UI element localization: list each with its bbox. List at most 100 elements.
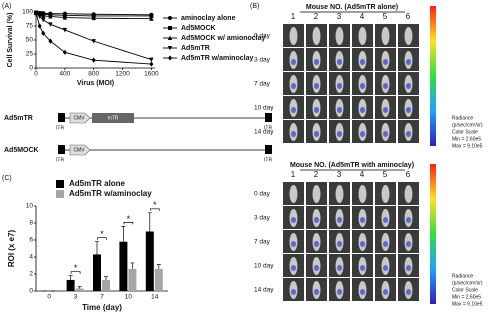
- signal: [291, 131, 296, 137]
- legend-label: Ad5mTR alone: [69, 179, 126, 188]
- itr-box: [58, 145, 65, 154]
- group-title: Mouse NO. (Ad5mTR with aminoclay): [290, 162, 414, 169]
- signal: [406, 131, 411, 137]
- error-bar: [104, 276, 108, 280]
- bar: [66, 279, 75, 291]
- mouse-body: [358, 27, 367, 45]
- marker: [167, 35, 173, 40]
- construct-ad5mock: Ad5MOCK ITR CMV ITR: [4, 144, 272, 163]
- series-line: [35, 12, 152, 65]
- signal: [360, 289, 365, 295]
- signal: [337, 265, 342, 271]
- mouse-body: [289, 185, 298, 203]
- marker: [41, 30, 46, 36]
- itr-label: ITR: [264, 157, 272, 163]
- row-label: 14 day: [254, 287, 274, 294]
- signal: [337, 241, 342, 247]
- signal: [291, 59, 296, 65]
- mouse-body: [404, 27, 413, 45]
- signal: [383, 265, 388, 271]
- signal: [314, 241, 319, 247]
- mouse-body: [381, 185, 390, 203]
- panel-label: (B): [250, 3, 259, 10]
- significance-mark: *: [74, 263, 78, 273]
- colorbar-text: Max = 9.10e5: [452, 301, 483, 307]
- construct-name: Ad5MOCK: [4, 147, 39, 154]
- colorbar-text: Min = 2.60e5: [452, 136, 481, 142]
- signal: [406, 241, 411, 247]
- bar: [119, 241, 128, 291]
- legend-swatch: [56, 190, 64, 198]
- y-tick-label: 2: [29, 271, 33, 278]
- significance-mark: *: [100, 229, 104, 239]
- signal: [406, 265, 411, 271]
- signal: [337, 83, 342, 89]
- promoter-label: CMV: [73, 147, 85, 153]
- marker: [149, 61, 154, 67]
- marker: [91, 15, 96, 21]
- y-axis-label: Cell Survival (%): [7, 13, 14, 68]
- y-tick-label: 4: [29, 254, 33, 261]
- significance-bracket: [123, 222, 134, 225]
- legend-label: Ad5mTR: [181, 45, 210, 52]
- signal: [383, 107, 388, 113]
- signal: [383, 131, 388, 137]
- y-tick-label: 0: [29, 288, 33, 295]
- colorbar-text: Radiance: [452, 115, 473, 121]
- row-label: 10 day: [254, 105, 274, 112]
- column-label: 2: [314, 170, 319, 179]
- significance-mark: *: [153, 200, 157, 210]
- column-label: 4: [360, 170, 365, 179]
- marker: [62, 15, 68, 20]
- column-label: 5: [383, 170, 388, 179]
- x-tick-label: 0: [34, 71, 38, 78]
- mouse-body: [381, 27, 390, 45]
- legend-label: aminoclay alone: [181, 15, 236, 22]
- column-label: 5: [383, 12, 388, 21]
- x-tick-label: 1600: [144, 71, 159, 78]
- signal: [314, 289, 319, 295]
- mouse-body: [335, 27, 344, 45]
- x-axis-label: Virus (MOI): [77, 80, 114, 87]
- y-tick-label: 10: [26, 203, 34, 210]
- marker: [48, 14, 53, 19]
- y-tick-label: 100: [22, 9, 33, 16]
- x-tick-label: 1200: [115, 71, 130, 78]
- group-title: Mouse NO. (Ad5mTR alone): [306, 4, 398, 11]
- legend-label: Ad5MOCK w/ amionoclay: [181, 35, 266, 42]
- x-tick-label: 400: [59, 71, 70, 78]
- marker: [149, 16, 154, 21]
- mouse-body: [358, 185, 367, 203]
- marker: [168, 16, 172, 20]
- column-label: 3: [337, 12, 342, 21]
- x-axis-label: Time (day): [82, 303, 122, 312]
- marker: [167, 46, 173, 51]
- marker: [168, 26, 172, 30]
- y-tick-label: 25: [26, 51, 34, 58]
- signal: [314, 59, 319, 65]
- signal: [291, 265, 296, 271]
- y-tick-label: 0: [29, 65, 33, 72]
- promoter-arrow: [69, 112, 91, 124]
- x-tick-label: 10: [125, 294, 133, 301]
- itr-box: [265, 113, 272, 122]
- marker: [62, 27, 68, 33]
- row-label: 7 day: [254, 81, 271, 88]
- signal: [360, 59, 365, 65]
- legend-swatch: [56, 180, 64, 188]
- gene-box: [92, 113, 134, 123]
- signal: [406, 107, 411, 113]
- signal: [314, 107, 319, 113]
- marker: [37, 23, 42, 29]
- column-label: 6: [406, 12, 411, 21]
- colorbar-text: Min = 2.60e5: [452, 294, 481, 300]
- promoter-arrow: [69, 144, 91, 156]
- signal: [360, 217, 365, 223]
- promoter-label: CMV: [73, 115, 85, 121]
- x-tick-label: 14: [151, 294, 159, 301]
- row-label: 0 day: [254, 191, 271, 198]
- y-tick-label: 50: [26, 37, 34, 44]
- marker: [41, 13, 46, 18]
